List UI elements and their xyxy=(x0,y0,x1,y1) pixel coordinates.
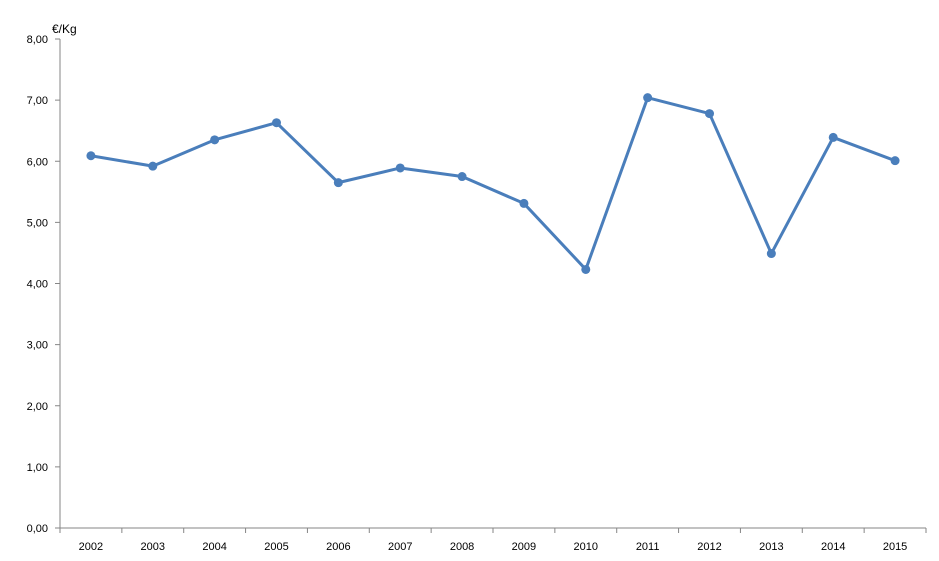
data-point xyxy=(519,198,529,208)
y-tick-label: 6,00 xyxy=(27,156,48,168)
y-tick-label: 4,00 xyxy=(27,279,48,291)
x-tick-label: 2009 xyxy=(512,541,536,553)
data-point xyxy=(457,172,467,182)
y-tick-labels: 0,00 1,00 2,00 3,00 4,00 5,00 6,00 7,00 8,00 xyxy=(27,34,48,535)
x-tick-label: 2006 xyxy=(326,541,350,553)
x-tick-label: 2007 xyxy=(388,541,412,553)
x-tick-label: 2004 xyxy=(202,541,226,553)
y-tick-label: 3,00 xyxy=(27,340,48,352)
x-tick-label: 2012 xyxy=(697,541,721,553)
data-point xyxy=(890,156,900,166)
x-tick-label: 2005 xyxy=(264,541,288,553)
y-tick-label: 0,00 xyxy=(27,523,48,535)
x-tick-label: 2011 xyxy=(636,541,660,553)
x-tick-labels: 2002 2003 2004 2005 2006 2007 2008 2009 2010 2011… xyxy=(79,541,908,553)
y-tick-label: 2,00 xyxy=(27,401,48,413)
data-point xyxy=(272,118,281,128)
data-point xyxy=(210,135,220,145)
y-axis-unit-label: €/Kg xyxy=(52,22,77,36)
data-point xyxy=(643,93,653,103)
data-point xyxy=(333,178,343,188)
y-tick-label: 1,00 xyxy=(27,462,48,474)
axes xyxy=(55,38,927,533)
y-tick-label: 5,00 xyxy=(27,217,48,229)
series-line xyxy=(90,96,896,271)
x-tick-label: 2003 xyxy=(141,541,165,553)
x-tick-label: 2015 xyxy=(883,541,907,553)
data-point xyxy=(148,161,158,171)
x-tick-label: 2008 xyxy=(450,541,474,553)
data-point xyxy=(766,249,776,259)
x-tick-label: 2013 xyxy=(759,541,783,553)
data-point xyxy=(828,132,838,142)
data-point xyxy=(395,163,405,173)
x-tick-label: 2014 xyxy=(821,541,845,553)
x-tick-label: 2010 xyxy=(574,541,598,553)
y-tick-label: 8,00 xyxy=(27,34,48,46)
series-group xyxy=(86,93,900,274)
data-point xyxy=(86,151,96,161)
y-tick-label: 7,00 xyxy=(27,95,48,107)
x-tick-label: 2002 xyxy=(79,541,103,553)
data-point xyxy=(705,109,714,119)
data-point xyxy=(581,264,591,274)
